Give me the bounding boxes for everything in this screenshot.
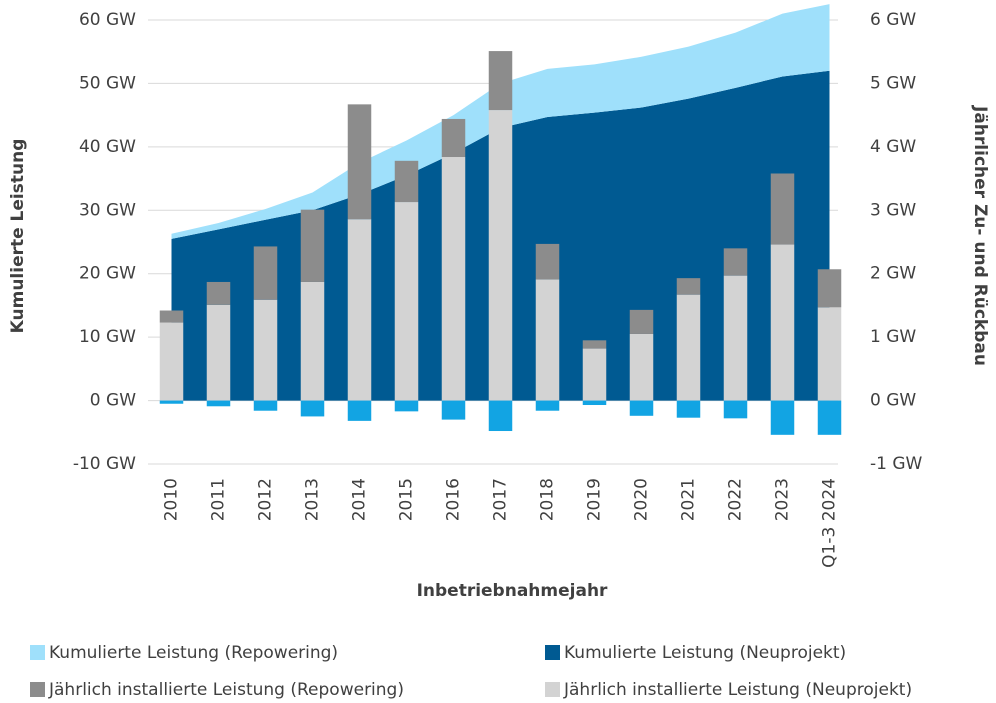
legend-label: Kumulierte Leistung (Repowering) [49,643,338,663]
y-tick-label: 10 GW [79,327,136,347]
bar [582,400,607,406]
bar [347,104,372,220]
bar [253,246,278,300]
x-tick-label: 2016 [444,478,464,521]
y2-tick-label: 6 GW [870,10,916,30]
bar [441,400,466,420]
x-axis-label: Inbetriebnahmejahr [417,581,608,601]
legend-label: Jährlich installierte Leistung (Neuproje… [563,680,912,700]
x-tick-label: 2014 [350,478,370,521]
x-tick-label: 2022 [726,478,746,521]
bar [582,340,607,349]
x-tick-label: 2012 [256,478,276,521]
bar [488,110,513,401]
y-tick-label: 30 GW [79,200,136,220]
x-tick-label: 2017 [491,478,511,521]
bar [488,51,513,111]
bar [253,299,278,401]
bar [817,269,842,308]
bar [206,400,231,407]
bar [535,279,560,401]
bar [676,294,701,401]
bar [723,275,748,401]
y-tick-label: 0 GW [90,391,136,411]
y-tick-label: -10 GW [73,454,136,474]
bar [582,348,607,401]
bar [394,160,419,203]
x-tick-label: 2013 [303,478,323,521]
legend-label: Jährlich installierte Leistung (Repoweri… [48,680,404,700]
bar [253,400,278,411]
bar [817,307,842,401]
bar [206,281,231,305]
legend-label: Kumulierte Leistung (Neuprojekt) [564,643,846,663]
y2-tick-label: 2 GW [870,264,916,284]
legend-swatch [545,682,560,697]
x-tick-label: 2021 [679,478,699,521]
bar [300,209,325,282]
y2-tick-label: 4 GW [870,137,916,157]
bar [206,304,231,401]
x-tick-label: 2010 [162,478,182,521]
bar [300,281,325,401]
bar [394,400,419,412]
bar [629,400,654,416]
bar [159,310,184,323]
x-tick-label: 2019 [585,478,605,521]
y2-axis-label: Jährlicher Zu- und Rückbau [970,105,990,366]
bar [535,400,560,411]
y2-tick-label: 1 GW [870,327,916,347]
y-tick-label: 20 GW [79,264,136,284]
x-tick-label: 2011 [209,478,229,521]
bar [723,248,748,276]
bar [535,243,560,280]
bar [394,202,419,401]
bar [770,173,795,245]
bar [770,400,795,435]
legend-swatch [30,645,45,660]
legend-swatch [545,645,560,660]
bar [300,400,325,417]
y-tick-label: 50 GW [79,73,136,93]
y2-tick-label: 5 GW [870,73,916,93]
bar [347,219,372,401]
x-tick-label: 2020 [632,478,652,521]
y-tick-label: 60 GW [79,10,136,30]
y2-tick-label: 0 GW [870,391,916,411]
bar [817,400,842,435]
x-tick-label: 2018 [538,478,558,521]
bar [488,400,513,432]
bar [723,400,748,419]
bar [770,244,795,401]
y2-tick-label: -1 GW [870,454,923,474]
bar [676,400,701,418]
bar [159,400,184,404]
bar [441,118,466,158]
y-axis-label: Kumulierte Leistung [8,139,28,334]
bar [159,322,184,401]
x-tick-label: Q1-3 2024 [820,478,840,568]
bar [676,278,701,295]
legend-swatch [30,682,45,697]
x-tick-label: 2023 [773,478,793,521]
y2-tick-label: 3 GW [870,200,916,220]
bar [629,333,654,401]
x-tick-label: 2015 [397,478,417,521]
bar [629,309,654,334]
bar [441,157,466,401]
bar [347,400,372,421]
y-tick-label: 40 GW [79,137,136,157]
